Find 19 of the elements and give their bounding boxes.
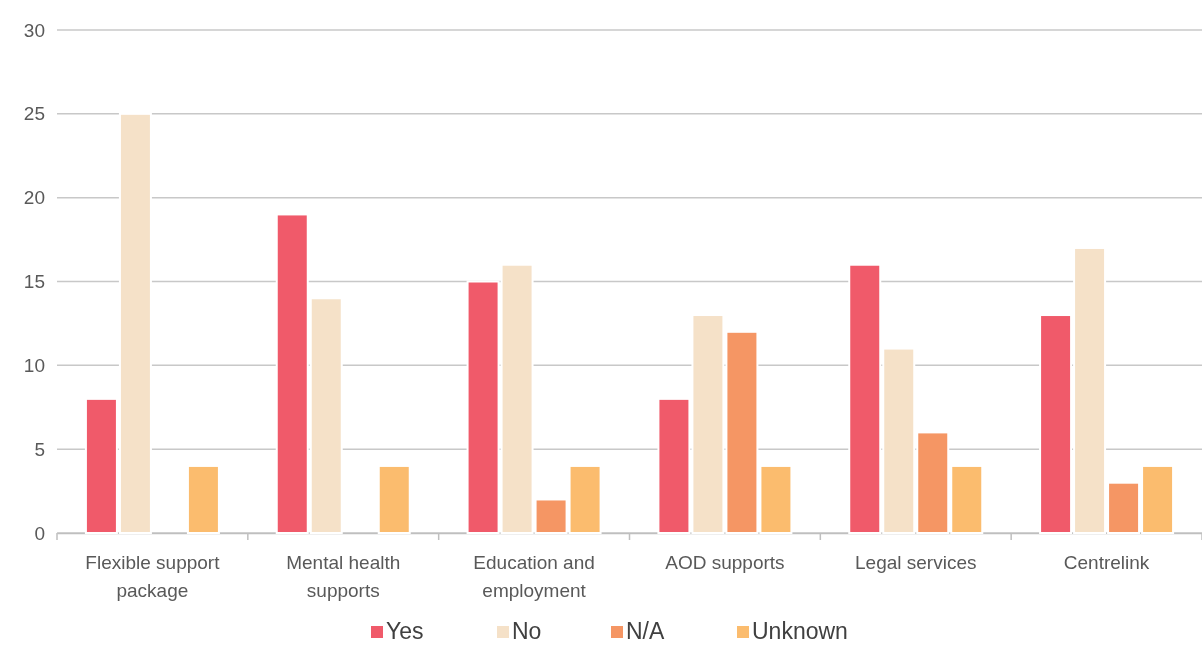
bar: [377, 464, 411, 534]
y-tick-label: 0: [34, 522, 45, 544]
y-tick-label: 15: [23, 271, 45, 293]
x-tick-label: Education and employment: [473, 552, 595, 601]
y-tick-label: 25: [23, 103, 45, 125]
x-tick-label: Flexible support package: [85, 552, 221, 601]
legend-label: No: [512, 618, 542, 644]
y-tick-label: 20: [23, 187, 45, 209]
y-tick-label: 5: [34, 438, 45, 460]
x-tick-label: Centrelink: [1063, 552, 1150, 573]
legend-label: Yes: [386, 618, 424, 644]
x-tick-label: Legal services: [855, 552, 977, 573]
legend-label: N/A: [626, 618, 665, 644]
x-tick-label: Mental health supports: [286, 552, 401, 601]
bar: [186, 464, 220, 534]
y-tick-label: 10: [23, 354, 45, 376]
legend-label: Unknown: [752, 618, 848, 644]
x-tick-label: AOD supports: [665, 552, 785, 573]
y-tick-label: 30: [23, 19, 45, 41]
